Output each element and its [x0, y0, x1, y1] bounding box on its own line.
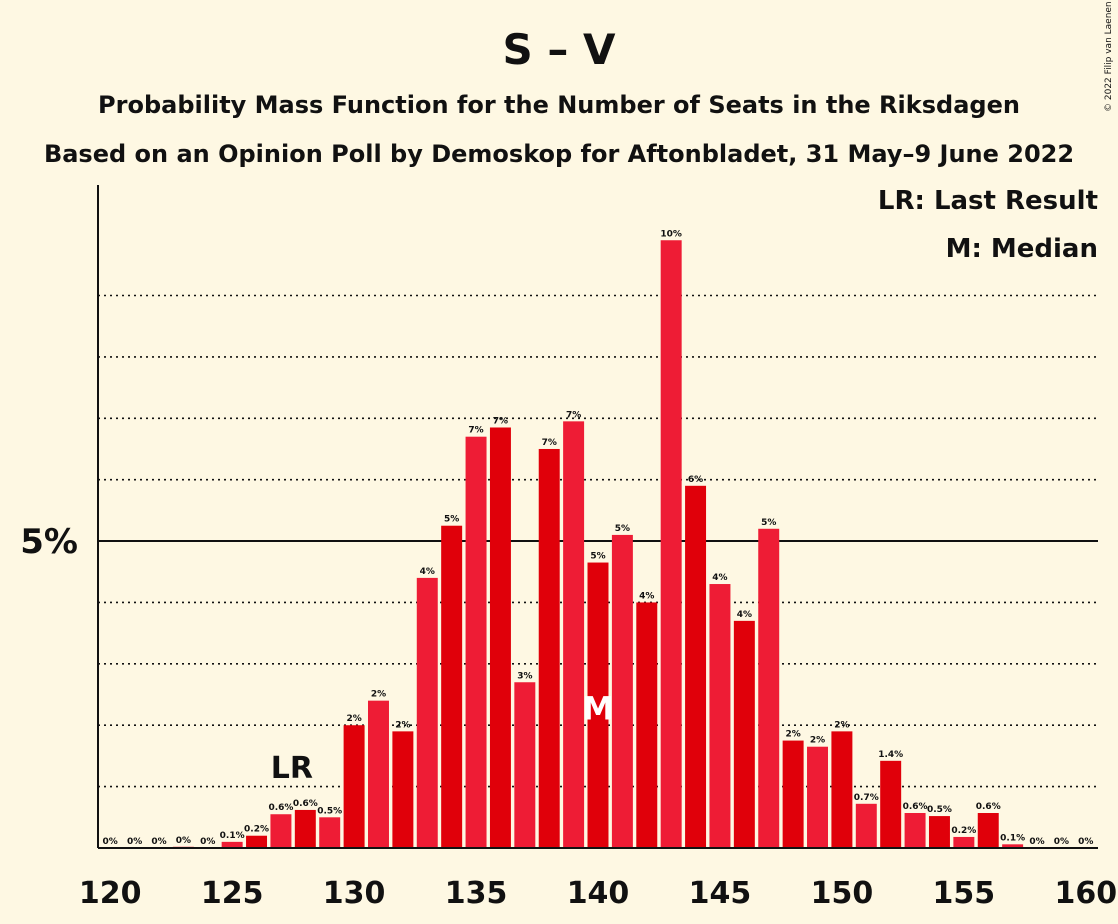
bar — [880, 760, 902, 848]
bar-data-label: 0.7% — [854, 793, 879, 803]
legend-last-result: LR: Last Result — [878, 186, 1098, 216]
bar — [538, 448, 560, 848]
bar-data-label: 1.4% — [878, 750, 903, 760]
bar — [368, 700, 389, 848]
legend-median: M: Median — [946, 234, 1098, 264]
bar-data-label: 0.1% — [1000, 833, 1025, 843]
bar-data-label: 0% — [176, 836, 191, 846]
bar — [953, 836, 975, 848]
bar-data-label: 2% — [785, 730, 800, 740]
bar — [270, 814, 292, 848]
last-result-marker: LR — [271, 751, 313, 786]
bar-data-label: 0.2% — [244, 825, 269, 835]
bar-data-label: 0% — [1078, 837, 1093, 847]
bar-data-label: 4% — [639, 591, 654, 601]
x-tick-label: 150 — [811, 876, 874, 911]
bar — [587, 562, 609, 848]
bar-data-label: 0.5% — [927, 805, 952, 815]
bar — [904, 813, 926, 848]
bar-data-label: 0% — [151, 837, 166, 847]
bar-data-label: 5% — [761, 518, 776, 528]
bar-labels: 0% 0% 0% 0% 0%0.1%0.2%0.6% 0.6%0.5%2%2%2%4%5%… — [103, 229, 1094, 847]
bar — [294, 809, 316, 848]
bar — [319, 817, 341, 848]
bar-data-label: 7% — [566, 410, 581, 420]
bar-data-label: 4% — [712, 573, 727, 583]
bar-data-label: 7% — [493, 416, 508, 426]
bar-data-label: 10% — [660, 229, 682, 239]
bar — [782, 740, 804, 848]
bar-data-label: 0% — [127, 837, 142, 847]
x-tick-label: 140 — [567, 876, 630, 911]
bar — [660, 240, 682, 848]
bar — [855, 803, 877, 848]
copyright-notice: © 2022 Filip van Laenen — [1104, 1, 1114, 112]
median-marker: M — [582, 690, 614, 728]
bar — [563, 421, 585, 848]
bar-data-label: 4% — [420, 567, 435, 577]
bar-data-label: 7% — [542, 438, 557, 448]
axes: 120 125 130 135 140 145 150 155 160 5% — [20, 185, 1117, 911]
bar-data-label: 2% — [810, 736, 825, 746]
bar — [514, 682, 536, 848]
bar-data-label: 3% — [517, 671, 532, 681]
bar-data-label: 0% — [200, 837, 215, 847]
bar-data-label: 0% — [1054, 837, 1069, 847]
bar-data-label: 2% — [346, 714, 361, 724]
bar-data-label: 0.6% — [976, 802, 1001, 812]
chart-title: S – V — [503, 25, 616, 74]
chart-subtitle: Probability Mass Function for the Number… — [98, 91, 1020, 119]
bar — [416, 577, 438, 848]
bar — [636, 602, 658, 848]
bar-data-label: 0.2% — [951, 826, 976, 836]
bar — [733, 620, 755, 848]
y-tick-label: 5% — [20, 522, 78, 562]
bar — [1002, 844, 1024, 848]
bar — [343, 725, 365, 848]
x-tick-label: 145 — [689, 876, 752, 911]
bar-data-label: 0.5% — [317, 806, 342, 816]
bar — [221, 841, 243, 848]
bar-data-label: 0% — [1029, 837, 1044, 847]
bar — [758, 528, 780, 848]
bar — [246, 835, 268, 848]
bar-data-label: 0.6% — [903, 802, 928, 812]
bars — [172, 240, 1024, 848]
bar — [489, 427, 511, 848]
x-tick-label: 130 — [323, 876, 386, 911]
bar — [831, 731, 853, 848]
bar — [685, 485, 707, 848]
bar-data-label: 0.6% — [268, 803, 293, 813]
x-tick-label: 160 — [1054, 876, 1117, 911]
bar — [977, 813, 999, 848]
bar — [709, 584, 731, 848]
x-tick-label: 155 — [933, 876, 996, 911]
bar-data-label: 4% — [737, 610, 752, 620]
bar — [611, 534, 633, 848]
bar — [392, 731, 414, 848]
bar-data-label: 2% — [371, 690, 386, 700]
bar-data-label: 5% — [444, 515, 459, 525]
bar — [441, 525, 463, 848]
bar-data-label: 0.6% — [293, 799, 318, 809]
bar — [807, 746, 828, 848]
chart-subtitle-source: Based on an Opinion Poll by Demoskop for… — [44, 140, 1074, 168]
bar-data-label: 7% — [468, 426, 483, 436]
x-tick-label: 135 — [445, 876, 508, 911]
x-tick-label: 125 — [201, 876, 264, 911]
x-tick-label: 120 — [79, 876, 142, 911]
bar — [465, 436, 487, 848]
bar-data-label: 2% — [834, 720, 849, 730]
bar-data-label: 0% — [103, 837, 118, 847]
bar — [928, 816, 950, 848]
bar-data-label: 5% — [615, 524, 630, 534]
bar-data-label: 6% — [688, 475, 703, 485]
bar-data-label: 0.1% — [220, 831, 245, 841]
bar-data-label: 2% — [395, 720, 410, 730]
bar-data-label: 5% — [590, 552, 605, 562]
